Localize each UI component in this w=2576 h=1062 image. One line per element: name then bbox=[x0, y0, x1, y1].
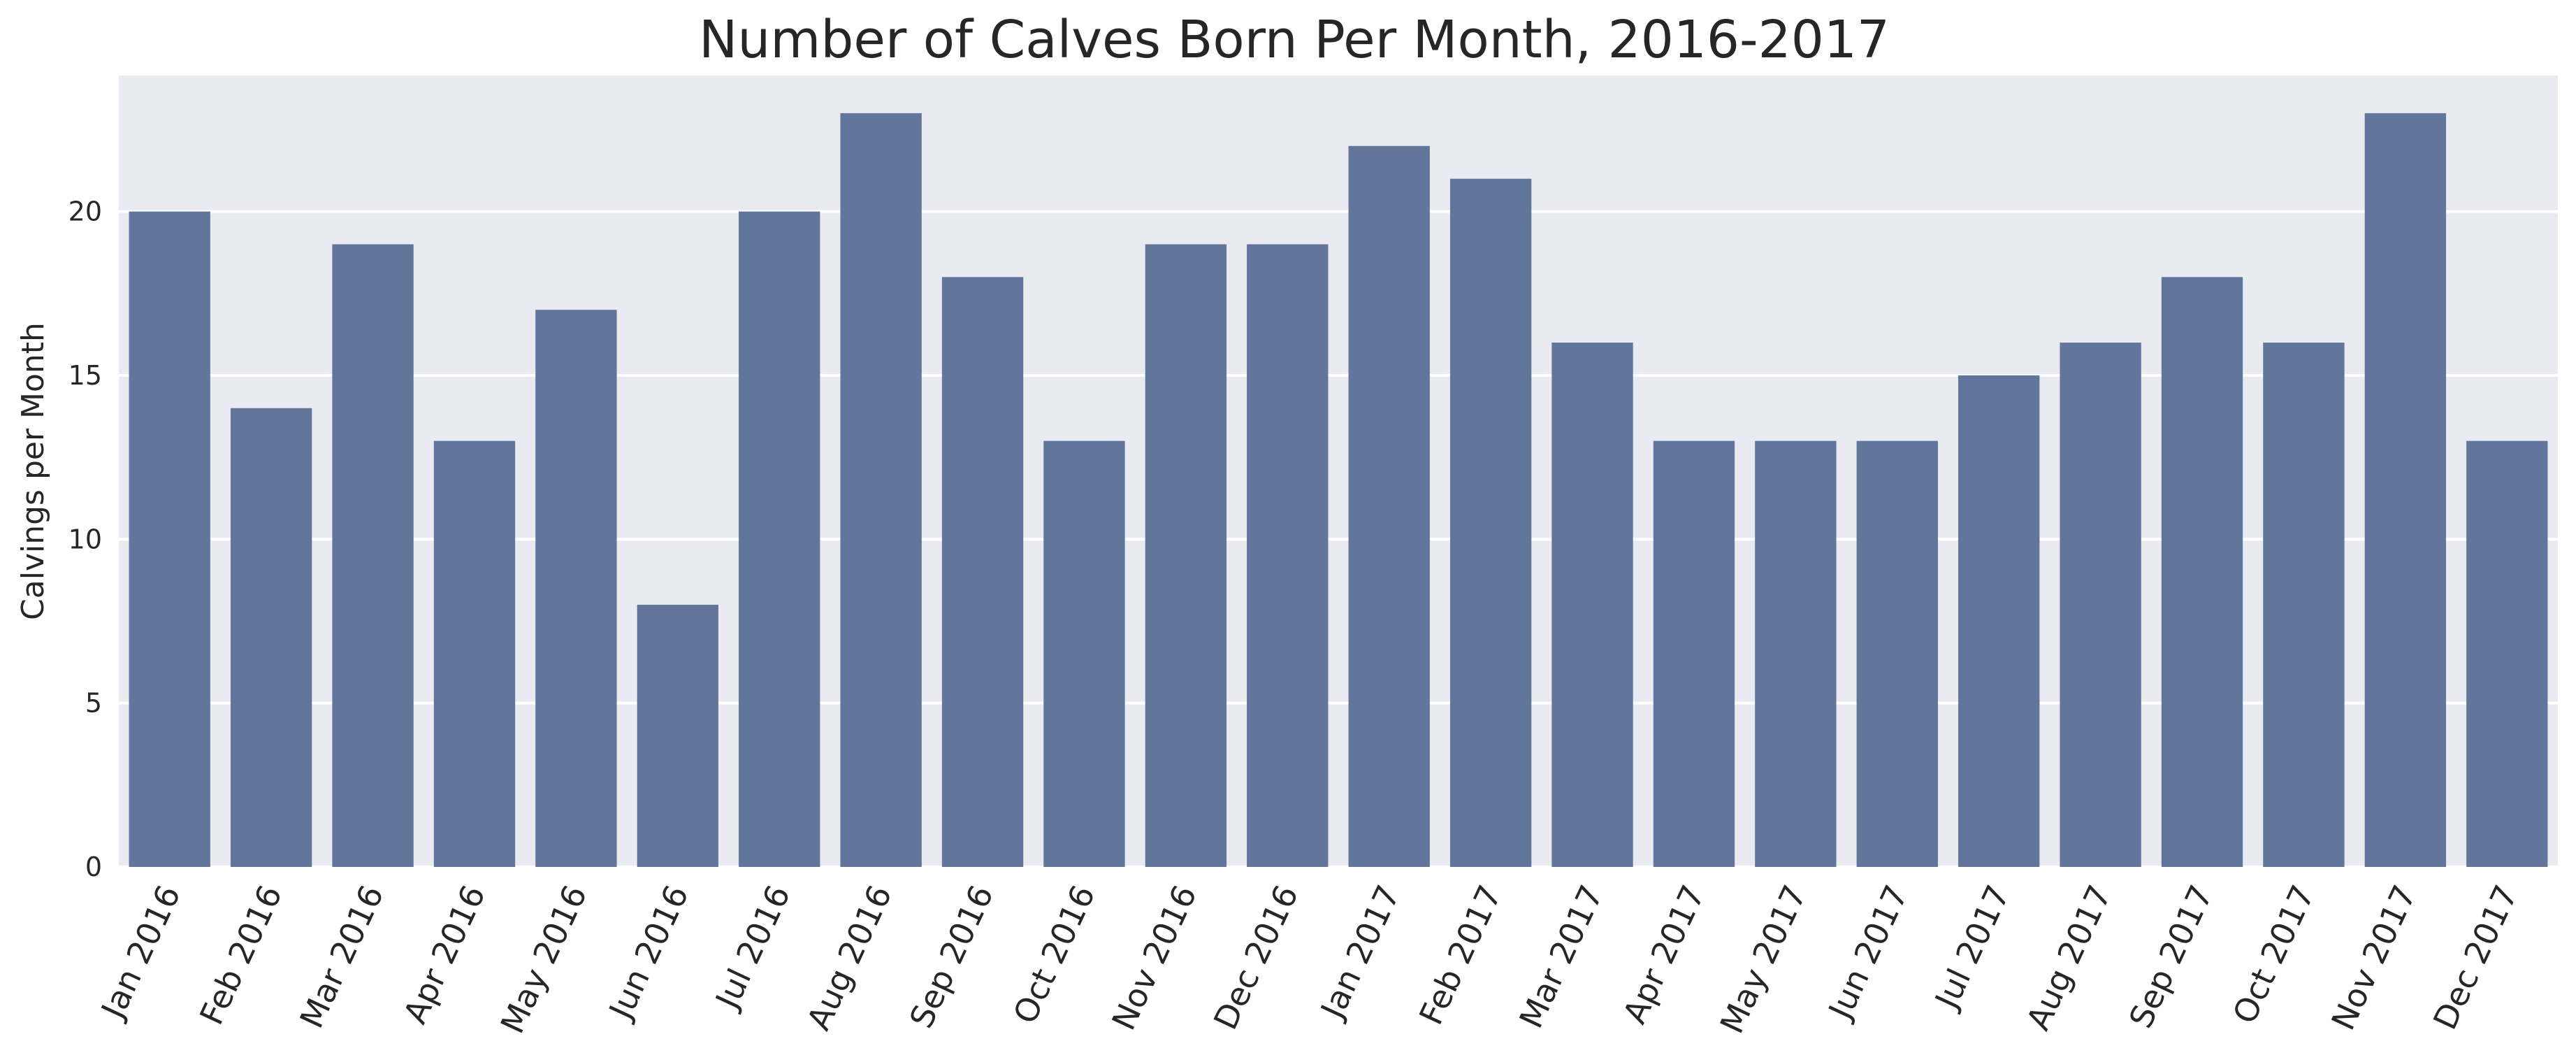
x-tick-label: Dec 2017 bbox=[2426, 880, 2525, 1035]
bar bbox=[2263, 343, 2345, 867]
bar bbox=[739, 211, 820, 867]
y-axis-ticks: 0 5 10 15 20 bbox=[68, 196, 102, 882]
y-tick-label: 15 bbox=[68, 360, 102, 391]
x-tick-label: Mar 2016 bbox=[292, 880, 391, 1034]
x-tick-label: Sep 2017 bbox=[2122, 880, 2220, 1034]
bar bbox=[2364, 113, 2447, 867]
x-axis-ticks: Jan 2016 Feb 2016 Mar 2016 Apr 2016 May 2016… bbox=[93, 880, 2525, 1039]
plot-area bbox=[119, 76, 2558, 867]
bar bbox=[1755, 440, 1837, 867]
x-tick-label: Apr 2016 bbox=[396, 880, 493, 1029]
chart-title: Number of Calves Born Per Month, 2016-20… bbox=[699, 10, 1890, 70]
x-tick-label: May 2016 bbox=[493, 880, 595, 1039]
x-tick-label: Nov 2016 bbox=[1104, 880, 1204, 1036]
x-tick-label: Jan 2017 bbox=[1312, 880, 1408, 1026]
bar bbox=[2060, 343, 2141, 867]
x-tick-label: May 2017 bbox=[1713, 880, 1814, 1039]
bar bbox=[1653, 440, 1735, 867]
bar bbox=[2161, 277, 2243, 867]
bar bbox=[1958, 375, 2040, 867]
x-tick-label: Feb 2017 bbox=[1412, 880, 1509, 1031]
y-tick-label: 10 bbox=[68, 524, 102, 554]
gridlines bbox=[119, 210, 2558, 868]
x-tick-label: Nov 2017 bbox=[2324, 880, 2424, 1036]
x-tick-label: Mar 2017 bbox=[1512, 880, 1610, 1034]
bar bbox=[230, 408, 312, 867]
bar bbox=[535, 310, 617, 868]
bar bbox=[1551, 343, 1633, 867]
y-tick-label: 5 bbox=[85, 688, 102, 719]
x-tick-label: Oct 2017 bbox=[2225, 880, 2322, 1029]
bar bbox=[1247, 244, 1329, 867]
y-axis-label: Calvings per Month bbox=[15, 322, 51, 620]
bar bbox=[840, 113, 922, 867]
x-tick-label: Oct 2016 bbox=[1006, 880, 1102, 1029]
x-tick-label: Jun 2017 bbox=[1821, 880, 1916, 1026]
x-tick-label: Jul 2017 bbox=[1927, 880, 2017, 1016]
x-tick-label: Jul 2016 bbox=[707, 880, 797, 1016]
bar bbox=[433, 440, 516, 867]
bar bbox=[129, 211, 210, 867]
x-tick-label: Apr 2017 bbox=[1616, 880, 1712, 1029]
bar bbox=[1348, 145, 1430, 868]
x-tick-label: Sep 2016 bbox=[902, 880, 1001, 1034]
bar bbox=[941, 277, 1024, 867]
bar bbox=[1145, 244, 1227, 867]
x-tick-label: Dec 2016 bbox=[1206, 880, 1305, 1035]
bar bbox=[1043, 440, 1125, 867]
bar bbox=[1449, 178, 1532, 868]
y-tick-label: 0 bbox=[85, 852, 102, 882]
x-tick-label: Jun 2016 bbox=[601, 880, 696, 1026]
x-tick-label: Feb 2016 bbox=[192, 880, 289, 1031]
x-tick-label: Jan 2016 bbox=[93, 880, 188, 1026]
bar bbox=[2466, 440, 2548, 867]
x-tick-label: Aug 2016 bbox=[799, 880, 899, 1036]
bars bbox=[129, 113, 2548, 868]
bar bbox=[1856, 440, 1938, 867]
bar bbox=[637, 605, 718, 867]
y-tick-label: 20 bbox=[68, 196, 102, 227]
x-tick-label: Aug 2017 bbox=[2019, 880, 2119, 1036]
bar bbox=[332, 244, 414, 867]
